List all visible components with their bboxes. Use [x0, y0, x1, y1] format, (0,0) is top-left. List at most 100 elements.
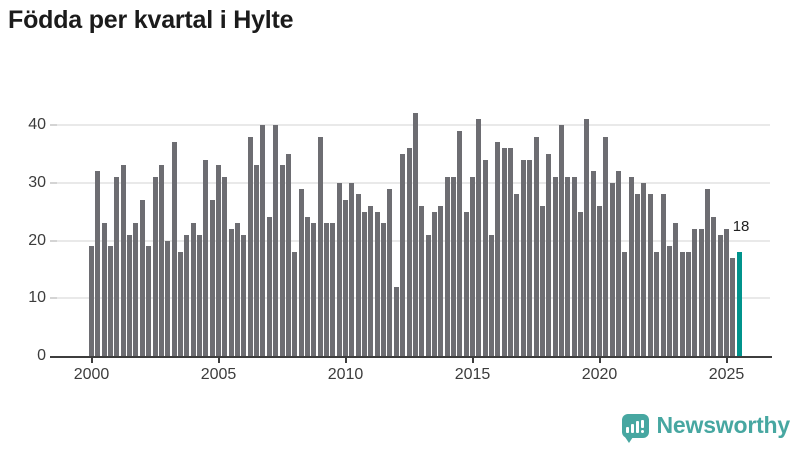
bar-2016-q3: [508, 148, 514, 356]
bar-2015-q1: [470, 176, 475, 356]
bar-2001-q2: [120, 165, 126, 356]
newsworthy-logo[interactable]: Newsworthy: [621, 412, 790, 443]
bar-2022-q1: [647, 194, 653, 356]
bar-2002-q2: [146, 246, 152, 356]
bar-2018-q1: [546, 153, 552, 356]
bar-2016-q4: [514, 194, 520, 356]
bar-2007-q2: [273, 125, 279, 356]
bar-2023-q3: [685, 252, 691, 356]
bar-2025-q2: [730, 257, 736, 356]
bar-2022-q3: [660, 194, 666, 356]
bar-2008-q2: [298, 188, 304, 356]
bar-2025-q1: [724, 228, 729, 356]
bar-2006-q2: [247, 136, 253, 356]
bar-2000-q2: [95, 171, 101, 356]
y-tick-40: [50, 124, 57, 126]
bar-2018-q4: [565, 176, 571, 356]
x-tick-2005: [217, 358, 220, 363]
bar-2000-q1: [89, 246, 94, 356]
bar-2015-q2: [476, 119, 482, 356]
bar-2006-q3: [254, 165, 260, 356]
bar-2011-q4: [387, 188, 393, 356]
bar-2013-q2: [425, 234, 431, 356]
x-tick-2000: [90, 358, 93, 363]
newsworthy-bubble-chart-icon: [621, 413, 649, 443]
bar-2013-q4: [438, 205, 444, 356]
mini-bar-icon: [636, 420, 640, 433]
bar-2020-q2: [603, 136, 609, 356]
bar-2004-q1: [190, 223, 196, 356]
bar-2023-q2: [679, 252, 685, 356]
x-axis-label-2000: 2000: [73, 366, 110, 383]
bar-2018-q3: [558, 125, 564, 356]
y-axis-label-20: 20: [28, 231, 46, 249]
x-axis-label-2025: 2025: [708, 366, 745, 383]
bar-2000-q4: [108, 246, 114, 356]
bar-2012-q2: [400, 153, 406, 356]
bar-2019-q1: [571, 176, 577, 356]
bar-2008-q1: [292, 252, 298, 356]
bar-2009-q1: [317, 136, 323, 356]
x-axis-line: [50, 356, 772, 358]
bar-2019-q3: [584, 119, 590, 356]
bar-2006-q4: [260, 125, 266, 356]
bar-2014-q2: [450, 176, 456, 356]
bar-2007-q4: [285, 153, 291, 356]
bar-2008-q4: [311, 223, 317, 356]
exclamation-icon: [641, 419, 645, 433]
x-axis-label-2005: 2005: [200, 366, 237, 383]
bar-2017-q2: [527, 159, 533, 356]
bar-2012-q4: [412, 113, 418, 356]
bar-2007-q1: [266, 217, 272, 356]
bar-2016-q1: [495, 142, 501, 356]
bar-2021-q3: [635, 194, 641, 356]
x-axis-label-2015: 2015: [454, 366, 491, 383]
bar-2001-q1: [114, 176, 120, 356]
bar-2020-q4: [616, 171, 622, 356]
bar-2001-q3: [127, 234, 133, 356]
bar-2011-q1: [368, 205, 374, 356]
bar-2021-q1: [622, 252, 628, 356]
bar-2014-q1: [444, 176, 450, 356]
bar-2004-q2: [196, 234, 202, 356]
bar-2004-q3: [203, 159, 209, 356]
y-axis-label-30: 30: [28, 173, 46, 191]
bar-2017-q4: [539, 205, 545, 356]
bar-2010-q4: [362, 211, 368, 356]
x-axis-label-2010: 2010: [327, 366, 364, 383]
bar-2016-q2: [501, 148, 507, 356]
y-tick-10: [50, 297, 57, 300]
bar-2013-q1: [419, 205, 425, 356]
bar-2014-q4: [463, 211, 469, 356]
bar-2002-q4: [158, 165, 164, 356]
bar-2003-q1: [165, 240, 171, 356]
y-tick-30: [50, 181, 57, 184]
bar-2004-q4: [209, 200, 215, 356]
bar-2020-q3: [609, 182, 615, 356]
bar-2000-q3: [101, 223, 107, 356]
bar-2024-q2: [704, 188, 710, 356]
bar-2015-q3: [482, 159, 488, 356]
bar-2003-q3: [177, 252, 183, 356]
bar-2003-q4: [184, 234, 190, 356]
bar-2009-q2: [323, 223, 329, 356]
x-tick-2015: [471, 358, 474, 363]
x-tick-2025: [725, 358, 728, 363]
y-axis-label-10: 10: [28, 289, 46, 307]
x-tick-2010: [344, 358, 347, 363]
chart-title: Födda per kvartal i Hylte: [8, 6, 294, 34]
bar-2005-q1: [216, 165, 221, 356]
value-annotation: 18: [732, 218, 750, 236]
bar-2006-q1: [241, 234, 247, 356]
bar-2005-q2: [222, 176, 228, 356]
bar-2019-q2: [577, 211, 583, 356]
bar-2009-q4: [336, 182, 342, 356]
bar-2020-q1: [597, 205, 602, 356]
bar-2023-q4: [692, 228, 698, 356]
x-tick-2020: [598, 358, 601, 363]
bar-2007-q3: [279, 165, 285, 356]
speech-bubble-tail: [624, 436, 633, 443]
bar-2018-q2: [552, 176, 558, 356]
mini-bar-icon: [626, 426, 630, 433]
y-axis-label-0: 0: [37, 347, 46, 364]
